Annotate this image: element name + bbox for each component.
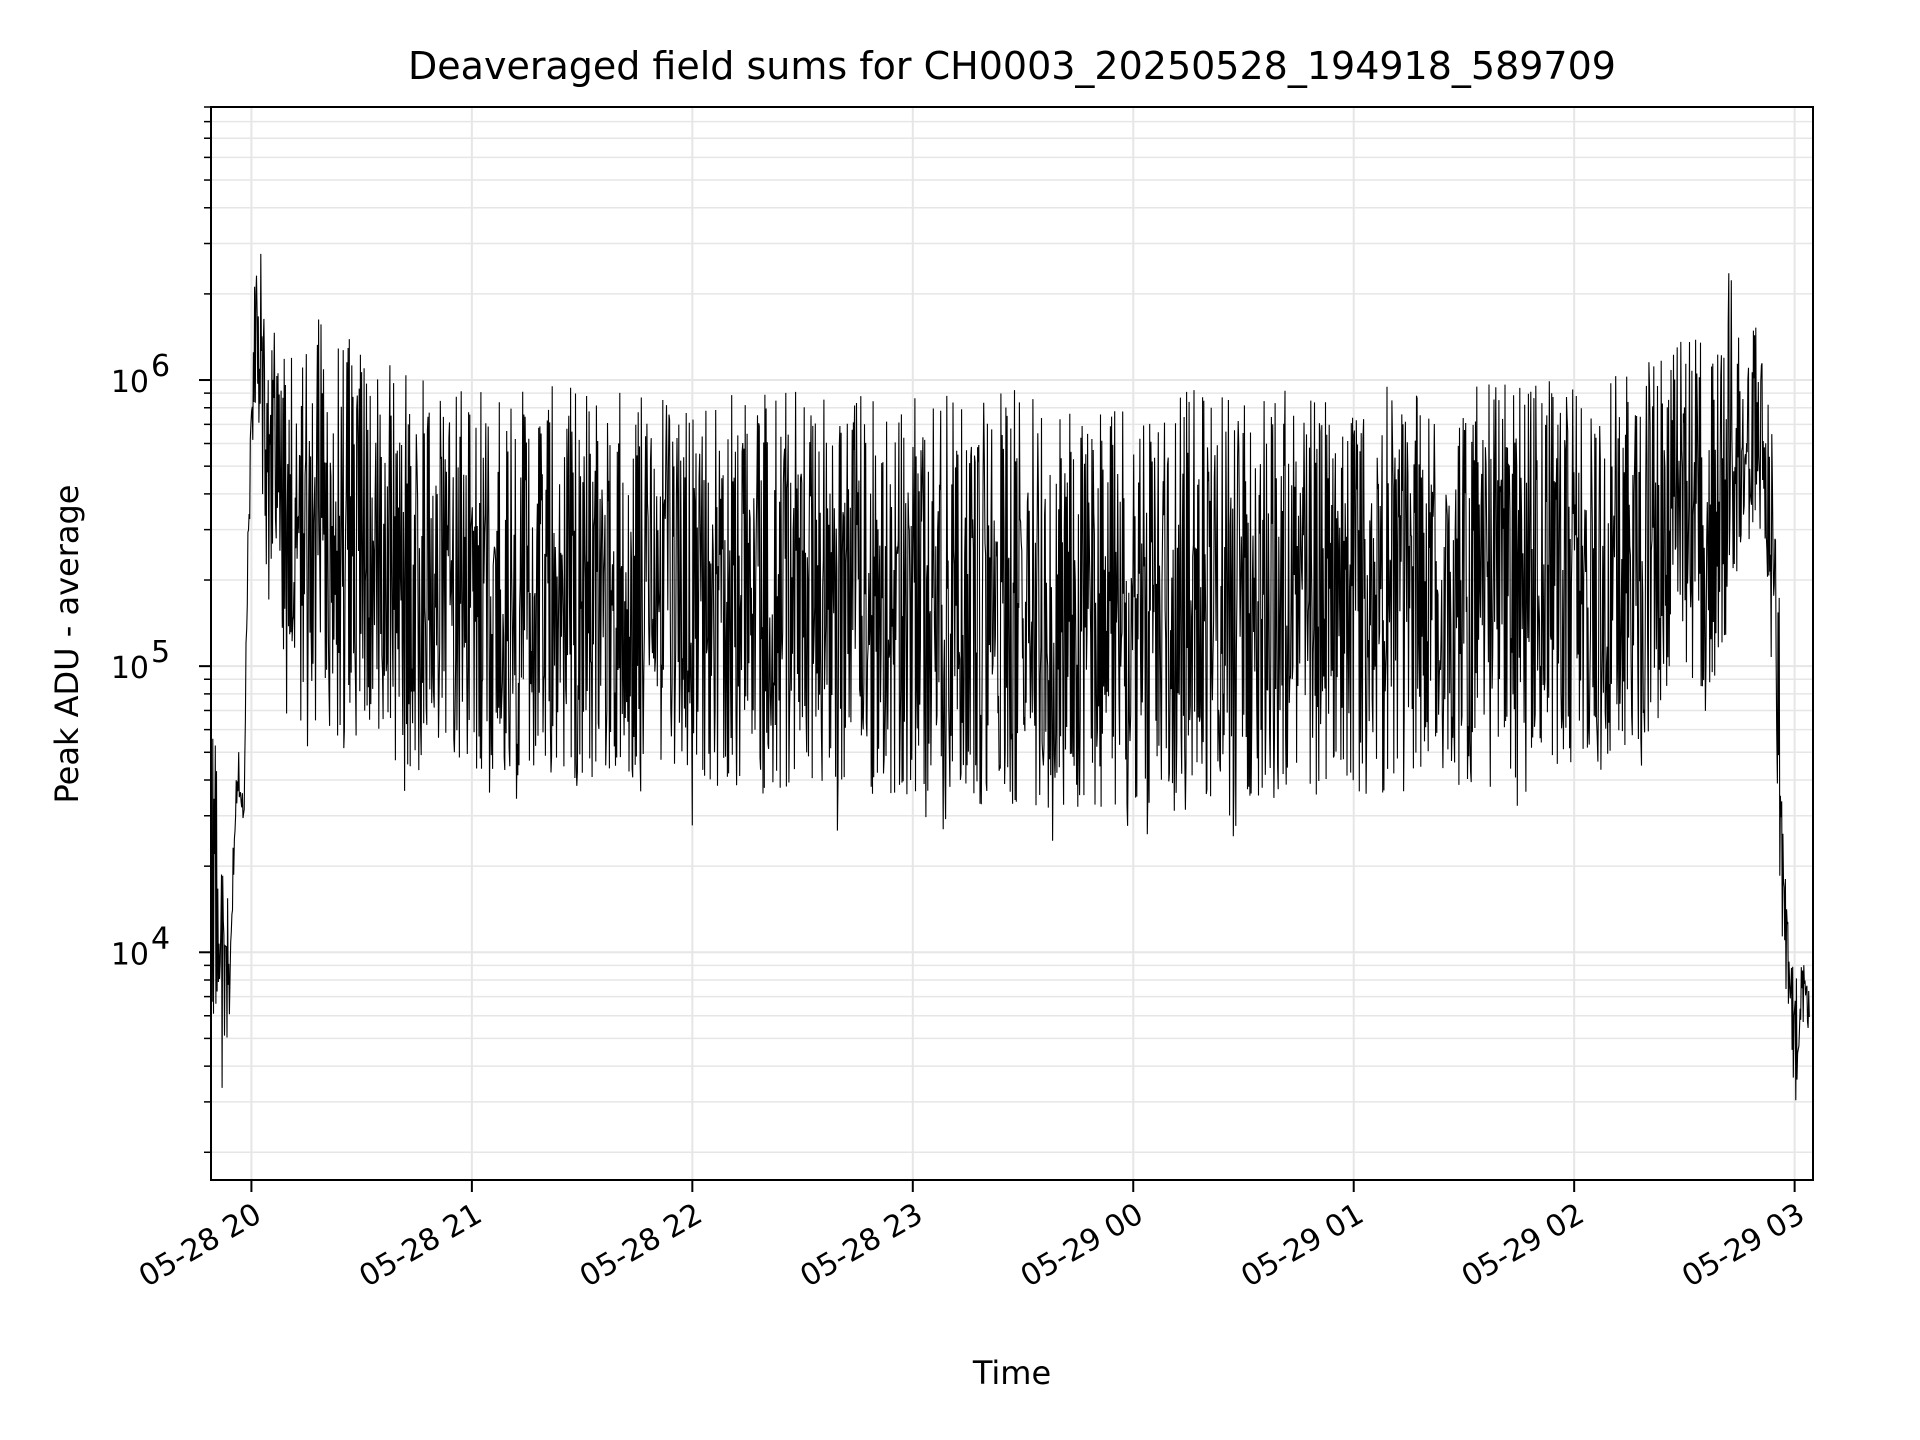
chart-title: Deaveraged field sums for CH0003_2025052… (408, 44, 1616, 88)
y-tick-exponent: 4 (151, 921, 170, 956)
y-tick-label: 10 (111, 651, 149, 686)
y-axis-label: Peak ADU - average (48, 485, 86, 804)
y-tick-exponent: 6 (151, 349, 170, 384)
series-line (210, 253, 1810, 1101)
x-axis-label: Time (972, 1354, 1051, 1392)
plot-frame (210, 106, 1814, 1181)
series-layer (210, 253, 1810, 1101)
y-tick-label: 10 (111, 365, 149, 400)
y-tick-exponent: 5 (151, 635, 170, 670)
y-tick-label: 10 (111, 937, 149, 972)
